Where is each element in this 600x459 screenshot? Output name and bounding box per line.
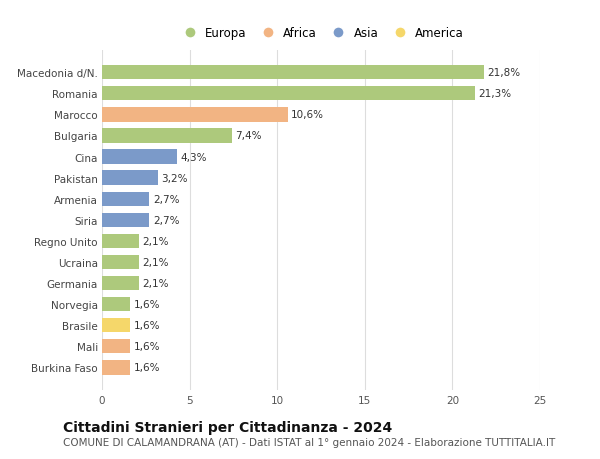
Text: Cittadini Stranieri per Cittadinanza - 2024: Cittadini Stranieri per Cittadinanza - 2… bbox=[63, 420, 392, 434]
Text: 2,1%: 2,1% bbox=[142, 257, 169, 268]
Bar bbox=[102, 276, 139, 291]
Legend: Europa, Africa, Asia, America: Europa, Africa, Asia, America bbox=[173, 22, 469, 45]
Bar bbox=[102, 255, 139, 269]
Bar bbox=[102, 171, 158, 185]
Text: 10,6%: 10,6% bbox=[291, 110, 324, 120]
Bar bbox=[102, 150, 178, 164]
Bar bbox=[102, 297, 130, 312]
Bar bbox=[102, 234, 139, 248]
Text: 2,7%: 2,7% bbox=[153, 194, 179, 204]
Bar bbox=[102, 129, 232, 143]
Text: 4,3%: 4,3% bbox=[181, 152, 208, 162]
Text: 1,6%: 1,6% bbox=[134, 299, 160, 309]
Text: 2,7%: 2,7% bbox=[153, 215, 179, 225]
Text: 21,8%: 21,8% bbox=[487, 68, 521, 78]
Text: 1,6%: 1,6% bbox=[134, 341, 160, 352]
Text: 21,3%: 21,3% bbox=[479, 89, 512, 99]
Text: 7,4%: 7,4% bbox=[235, 131, 262, 141]
Text: 3,2%: 3,2% bbox=[161, 173, 188, 183]
Bar bbox=[102, 213, 149, 228]
Text: 2,1%: 2,1% bbox=[142, 279, 169, 288]
Bar bbox=[102, 360, 130, 375]
Bar bbox=[102, 108, 288, 122]
Bar bbox=[102, 66, 484, 80]
Bar bbox=[102, 192, 149, 207]
Bar bbox=[102, 319, 130, 333]
Text: COMUNE DI CALAMANDRANA (AT) - Dati ISTAT al 1° gennaio 2024 - Elaborazione TUTTI: COMUNE DI CALAMANDRANA (AT) - Dati ISTAT… bbox=[63, 437, 555, 447]
Text: 1,6%: 1,6% bbox=[134, 320, 160, 330]
Text: 1,6%: 1,6% bbox=[134, 363, 160, 373]
Bar bbox=[102, 339, 130, 354]
Text: 2,1%: 2,1% bbox=[142, 236, 169, 246]
Bar bbox=[102, 87, 475, 101]
